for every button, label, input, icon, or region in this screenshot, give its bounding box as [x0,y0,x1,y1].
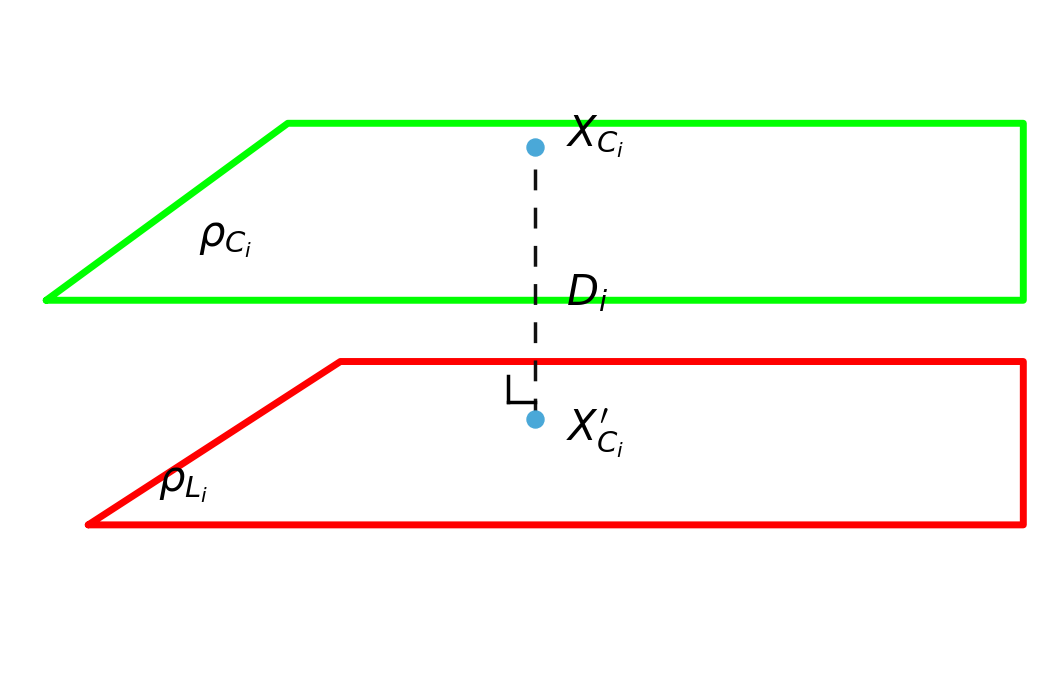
Text: $X^{\prime}_{C_i}$: $X^{\prime}_{C_i}$ [567,407,625,460]
Text: $D_i$: $D_i$ [567,272,608,314]
Text: $\rho_{C_i}$: $\rho_{C_i}$ [198,218,252,260]
Text: $X_{C_i}$: $X_{C_i}$ [567,114,625,161]
Point [526,142,543,153]
Point [526,414,543,425]
Text: $\rho_{L_i}$: $\rho_{L_i}$ [158,463,208,505]
